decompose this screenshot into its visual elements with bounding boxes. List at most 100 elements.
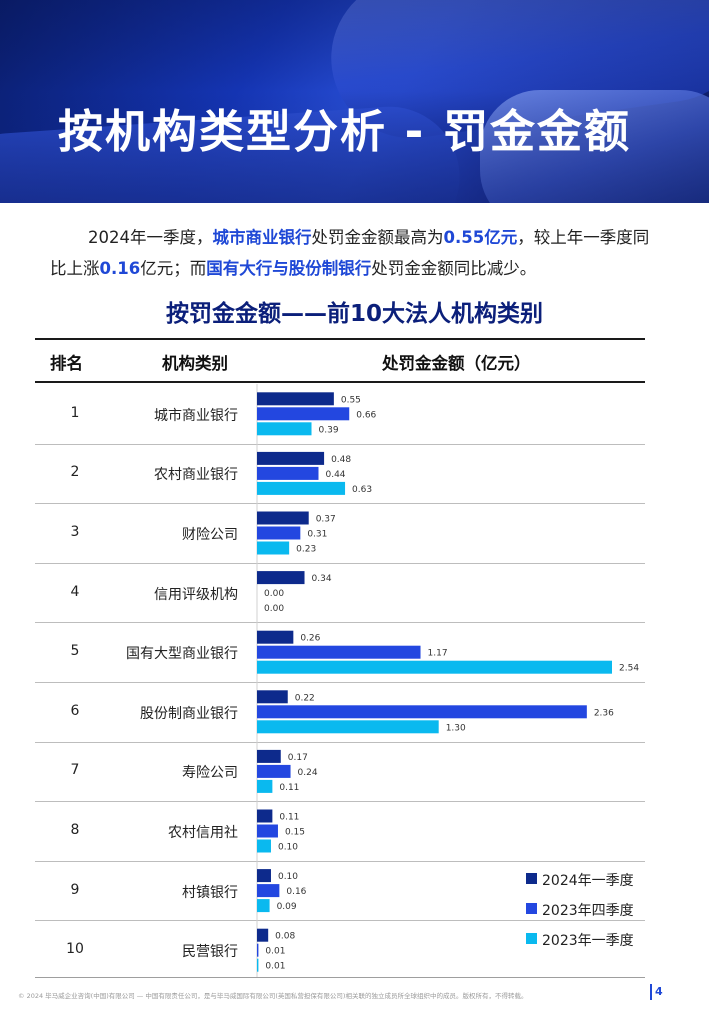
bar	[257, 481, 346, 495]
bar	[257, 660, 612, 674]
header-amount: 处罚金金额（亿元）	[382, 354, 531, 373]
bar-data-label: 0.22	[295, 693, 315, 703]
bar-data-label: 2.36	[594, 708, 614, 718]
bar-data-label: 1.30	[446, 723, 466, 733]
hero-banner: 按机构类型分析 - 罚金金额	[0, 0, 709, 203]
row-rank: 8	[70, 822, 80, 838]
row-rank: 6	[70, 702, 80, 719]
hero-overlay	[0, 0, 709, 203]
bar	[257, 571, 305, 585]
intro-highlight: 城市商业银行	[212, 228, 312, 247]
bar	[257, 749, 281, 763]
bar	[257, 451, 325, 465]
bar-data-label: 2.54	[619, 664, 639, 674]
row-rank: 5	[70, 643, 80, 660]
bar	[257, 839, 271, 853]
bar-data-label: 0.01	[265, 947, 285, 957]
row-divider	[35, 920, 645, 922]
bar	[257, 407, 350, 421]
row-type: 农村信用社	[168, 825, 238, 841]
bar	[257, 690, 288, 704]
bar	[257, 943, 259, 957]
row-rank: 2	[70, 464, 80, 481]
header-type: 机构类别	[162, 354, 228, 373]
intro-text: ，较上年一季度同比上涨	[50, 228, 650, 278]
table-header-rule	[35, 381, 645, 383]
bar-data-label: 0.63	[352, 485, 372, 495]
legend-item: 2024年一季度	[526, 870, 666, 889]
bar	[257, 809, 273, 823]
header-rank: 排名	[50, 354, 83, 373]
bar	[257, 705, 587, 719]
legend-label: 2024年一季度	[542, 873, 634, 889]
legend-label: 2023年一季度	[542, 933, 634, 949]
row-divider	[35, 443, 645, 445]
bar	[257, 824, 278, 838]
bar	[257, 466, 319, 480]
bar	[257, 958, 259, 972]
intro-paragraph: 2024年一季度，城市商业银行处罚金金额最高为0.55亿元，较上年一季度同比上涨…	[50, 222, 662, 284]
bar-data-label: 0.24	[298, 768, 318, 778]
bar-data-label: 1.17	[428, 649, 448, 659]
bar	[257, 541, 290, 555]
bar-data-label: 0.10	[278, 872, 298, 882]
bar-data-label: 0.01	[265, 962, 285, 972]
bar-data-label: 0.44	[325, 470, 345, 480]
bar-data-label: 0.23	[296, 545, 316, 555]
legend-swatch	[526, 933, 537, 944]
page-number-bar	[650, 984, 652, 1000]
bar-data-label: 0.31	[307, 530, 327, 540]
bar	[257, 630, 294, 644]
bar-data-label: 0.09	[277, 902, 297, 912]
intro-text: 处罚金金额最高为	[311, 228, 444, 247]
bar-data-label: 0.08	[275, 932, 295, 942]
bar-data-label: 0.17	[288, 753, 308, 763]
row-rank: 9	[70, 881, 80, 898]
bar	[257, 928, 269, 942]
bar	[257, 779, 273, 793]
legend-item: 2023年四季度	[526, 900, 666, 919]
row-type: 农村商业银行	[154, 467, 238, 484]
bar-data-label: 0.00	[264, 604, 284, 614]
row-divider	[35, 860, 645, 862]
bar-data-label: 0.00	[264, 589, 284, 599]
row-type: 城市商业银行	[154, 407, 238, 424]
bar-data-label: 0.16	[286, 887, 306, 897]
row-rank: 1	[70, 404, 80, 421]
legend-item: 2023年一季度	[526, 930, 666, 949]
footer-copyright: © 2024 毕马威企业咨询(中国)有限公司 — 中国有限责任公司，是与毕马威国…	[18, 992, 528, 1000]
row-type: 国有大型商业银行	[126, 646, 238, 663]
row-type: 寿险公司	[182, 765, 238, 782]
row-rank: 7	[70, 762, 80, 779]
bar-data-label: 0.39	[319, 425, 339, 435]
row-divider	[35, 562, 645, 564]
row-rank: 3	[70, 524, 80, 540]
intro-highlight: 国有大行与股份制银行	[206, 259, 372, 278]
row-divider	[35, 741, 645, 743]
bar	[257, 422, 312, 436]
bar	[257, 526, 301, 540]
bar-data-label: 0.26	[300, 634, 320, 644]
bar-data-label: 0.37	[316, 515, 336, 525]
bar	[257, 884, 280, 898]
table-bottom-rule	[35, 977, 645, 978]
table-header-rule	[35, 338, 645, 340]
intro-highlight: 0.16	[99, 259, 141, 278]
row-rank: 4	[70, 583, 80, 600]
legend-label: 2023年四季度	[542, 903, 634, 919]
bar-data-label: 0.34	[312, 574, 332, 584]
row-divider	[35, 503, 645, 505]
row-type: 股份制商业银行	[140, 705, 238, 722]
bar-data-label: 0.11	[279, 783, 299, 793]
row-divider	[35, 801, 645, 803]
chart-title: 按罚金金额——前10大法人机构类别	[165, 301, 543, 327]
bar	[257, 869, 271, 883]
row-type: 民营银行	[182, 944, 238, 961]
bar	[257, 511, 309, 525]
bar-data-label: 0.66	[356, 410, 376, 420]
bar-data-label: 0.11	[279, 813, 299, 823]
row-type: 信用评级机构	[154, 586, 238, 603]
bar	[257, 720, 439, 734]
bar	[257, 764, 291, 778]
bar-data-label: 0.48	[331, 455, 351, 465]
